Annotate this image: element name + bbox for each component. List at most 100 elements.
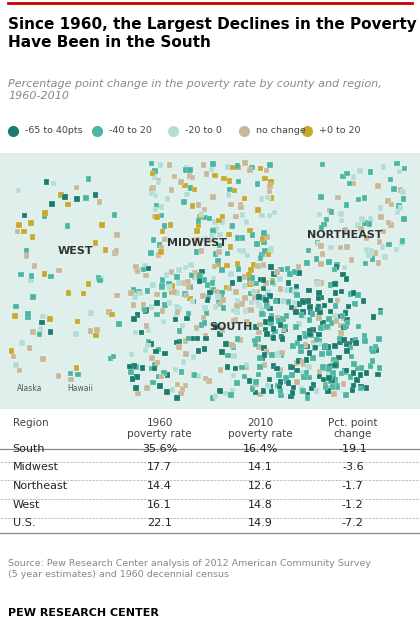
Bar: [261, 230, 267, 236]
Bar: [323, 343, 328, 349]
Bar: [212, 173, 218, 179]
Bar: [221, 297, 226, 303]
Bar: [186, 311, 192, 316]
Text: -1.2: -1.2: [342, 500, 364, 510]
Bar: [317, 338, 322, 343]
Bar: [40, 314, 46, 319]
Bar: [74, 365, 79, 371]
Bar: [341, 381, 346, 387]
Text: PEW RESEARCH CENTER: PEW RESEARCH CENTER: [8, 609, 159, 619]
Bar: [369, 346, 374, 352]
Bar: [249, 232, 255, 238]
Bar: [312, 344, 318, 350]
Bar: [307, 304, 312, 310]
Bar: [244, 362, 249, 368]
Bar: [93, 192, 98, 198]
Bar: [288, 364, 294, 370]
Bar: [73, 331, 79, 337]
Bar: [22, 213, 27, 218]
Text: Hawaii: Hawaii: [67, 384, 93, 394]
Bar: [239, 365, 244, 371]
Bar: [262, 327, 268, 332]
Bar: [214, 289, 219, 294]
Bar: [321, 365, 327, 371]
Bar: [338, 245, 343, 251]
Bar: [247, 378, 252, 384]
Bar: [247, 168, 253, 173]
Bar: [331, 391, 336, 397]
Bar: [136, 268, 142, 273]
Bar: [38, 326, 44, 332]
Bar: [362, 333, 368, 339]
Bar: [277, 384, 282, 389]
Text: 16.4%: 16.4%: [243, 444, 278, 454]
Bar: [199, 248, 204, 254]
Bar: [321, 377, 326, 382]
Bar: [241, 274, 247, 280]
Bar: [112, 213, 118, 218]
Bar: [189, 262, 194, 268]
Bar: [211, 227, 217, 232]
Bar: [218, 367, 223, 372]
Bar: [257, 322, 262, 328]
Bar: [268, 384, 273, 389]
Bar: [183, 351, 189, 357]
Bar: [163, 236, 168, 241]
Bar: [332, 378, 338, 383]
Bar: [294, 340, 300, 346]
Bar: [189, 336, 194, 341]
Bar: [10, 354, 16, 359]
Bar: [326, 372, 331, 378]
Bar: [327, 364, 332, 370]
Bar: [343, 228, 348, 233]
Bar: [174, 290, 180, 296]
Bar: [302, 333, 308, 339]
Bar: [192, 270, 198, 276]
Bar: [276, 369, 282, 375]
Bar: [142, 263, 148, 269]
Bar: [55, 373, 61, 379]
Bar: [134, 374, 139, 380]
Bar: [168, 286, 174, 291]
Bar: [388, 177, 394, 182]
Bar: [174, 395, 179, 401]
Bar: [187, 296, 193, 301]
Bar: [318, 325, 324, 331]
Bar: [264, 302, 269, 308]
Bar: [401, 216, 407, 222]
Bar: [267, 189, 272, 194]
Bar: [373, 344, 378, 349]
Bar: [309, 386, 314, 391]
Bar: [259, 196, 264, 201]
Bar: [275, 352, 281, 358]
Bar: [171, 289, 176, 295]
Bar: [255, 181, 260, 187]
Bar: [267, 183, 273, 189]
Bar: [316, 315, 322, 321]
Bar: [281, 327, 286, 332]
Bar: [247, 272, 252, 278]
Bar: [327, 384, 333, 390]
Bar: [187, 284, 193, 290]
Bar: [318, 261, 324, 267]
Bar: [327, 208, 332, 213]
Bar: [235, 298, 240, 303]
Bar: [318, 342, 323, 348]
Bar: [156, 252, 161, 258]
Text: WEST: WEST: [58, 246, 93, 256]
Bar: [349, 257, 354, 263]
Bar: [257, 255, 263, 261]
Bar: [40, 356, 46, 362]
Bar: [262, 352, 267, 357]
Bar: [269, 352, 275, 358]
Bar: [158, 162, 163, 168]
Bar: [362, 338, 368, 344]
Bar: [93, 241, 98, 246]
Bar: [178, 280, 184, 286]
Bar: [326, 324, 331, 329]
Bar: [278, 379, 283, 385]
Bar: [347, 345, 353, 351]
Bar: [278, 286, 283, 292]
Bar: [170, 387, 175, 392]
Bar: [315, 240, 320, 246]
